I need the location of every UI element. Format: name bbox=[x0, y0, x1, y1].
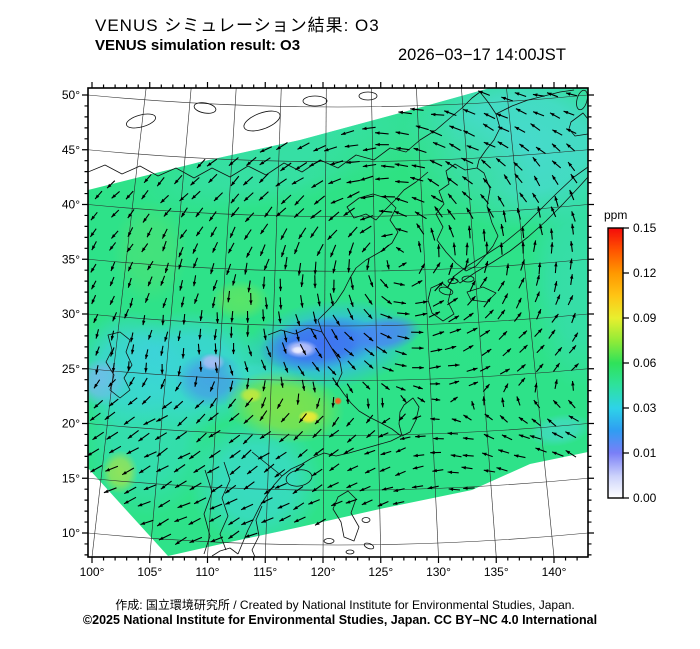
concentration-field bbox=[88, 88, 588, 556]
colorbar-tick-label: 0.00 bbox=[633, 491, 657, 505]
colorbar-tick-label: 0.12 bbox=[633, 266, 657, 280]
page-title-japanese: VENUS シミュレーション結果: O3 bbox=[95, 16, 380, 35]
y-tick-label: 35° bbox=[62, 252, 80, 266]
map-frame bbox=[82, 82, 594, 563]
colorbar-tick-label: 0.15 bbox=[633, 221, 657, 235]
y-tick-label: 50° bbox=[62, 88, 80, 102]
x-tick-label: 100° bbox=[80, 565, 105, 579]
x-tick-label: 105° bbox=[137, 565, 162, 579]
x-tick-label: 125° bbox=[368, 565, 393, 579]
x-tick-label: 130° bbox=[426, 565, 451, 579]
y-tick-label: 25° bbox=[62, 362, 80, 376]
timestamp-label: 2026−03−17 14:00JST bbox=[398, 46, 566, 64]
x-tick-label: 115° bbox=[253, 565, 277, 579]
y-tick-label: 10° bbox=[62, 526, 80, 540]
colorbar-tick-label: 0.01 bbox=[633, 446, 657, 460]
colorbar-tick-label: 0.03 bbox=[633, 401, 657, 415]
colorbar: 0.15 0.12 0.09 0.06 0.03 0.01 0.00 ppm bbox=[604, 208, 657, 505]
y-tick-label: 30° bbox=[62, 307, 80, 321]
y-tick-label: 20° bbox=[62, 417, 80, 431]
colorbar-tick-label: 0.06 bbox=[633, 356, 657, 370]
credit-line: 作成: 国立環境研究所 / Created by National Instit… bbox=[115, 598, 575, 612]
graticule bbox=[88, 88, 588, 557]
page-title-english: VENUS simulation result: O3 bbox=[95, 37, 301, 54]
y-tick-label: 40° bbox=[62, 198, 80, 212]
colorbar-units-label: ppm bbox=[604, 208, 627, 222]
x-tick-label: 120° bbox=[311, 565, 336, 579]
y-tick-label: 15° bbox=[62, 471, 80, 485]
x-tick-label: 110° bbox=[196, 565, 220, 579]
x-axis-labels: 100° 105° 110° 115° 120° 125° 130° 135° 140° bbox=[80, 565, 567, 579]
coastlines bbox=[88, 89, 588, 557]
y-axis-labels: 50° 45° 40° 35° 30° 25° 20° 15° 10° bbox=[62, 88, 80, 540]
y-tick-label: 45° bbox=[62, 143, 80, 157]
x-tick-label: 140° bbox=[542, 565, 567, 579]
wind-vectors bbox=[88, 90, 579, 546]
x-tick-label: 135° bbox=[484, 565, 509, 579]
copyright-line: ©2025 National Institute for Environment… bbox=[82, 613, 598, 627]
colorbar-tick-label: 0.09 bbox=[633, 311, 657, 325]
